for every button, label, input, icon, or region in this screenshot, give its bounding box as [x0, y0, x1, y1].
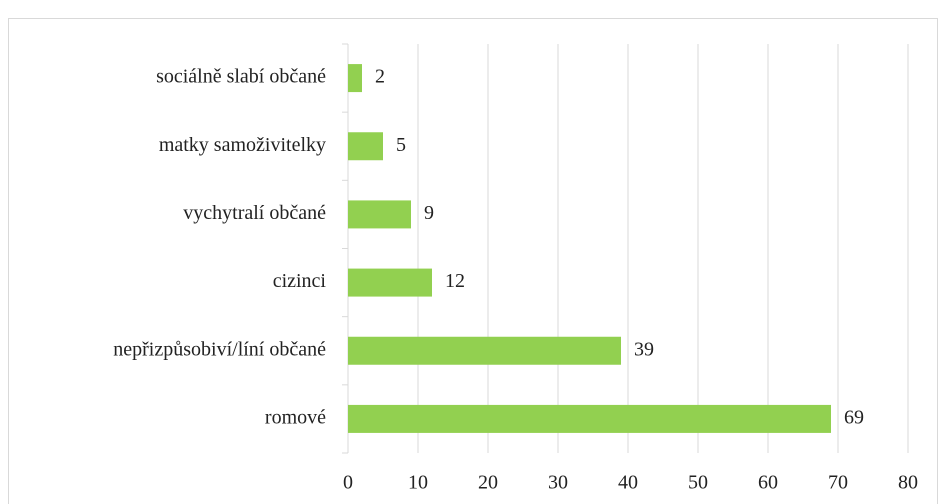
bar — [348, 64, 362, 93]
x-tick-label: 30 — [548, 472, 568, 494]
y-tick-label: nepřizpůsobiví/líní občané — [113, 338, 326, 360]
x-tick-label: 20 — [478, 472, 498, 494]
bar — [348, 404, 831, 433]
x-tick-label: 70 — [828, 472, 848, 494]
data-label: 2 — [375, 66, 385, 88]
x-tick-label: 40 — [618, 472, 638, 494]
y-tick-label: matky samoživitelky — [159, 134, 326, 156]
data-label: 9 — [424, 202, 434, 224]
bar — [348, 132, 383, 161]
y-tick-label: sociálně slabí občané — [156, 66, 326, 88]
data-label: 39 — [634, 338, 654, 360]
x-tick-label: 10 — [408, 472, 428, 494]
bar — [348, 268, 432, 297]
bar — [348, 336, 621, 365]
x-tick-label: 60 — [758, 472, 778, 494]
y-tick-label: vychytralí občané — [183, 202, 326, 224]
data-label: 5 — [396, 134, 406, 156]
x-tick-label: 50 — [688, 472, 708, 494]
x-tick-label: 0 — [343, 472, 353, 494]
data-label: 12 — [445, 270, 465, 292]
bar — [348, 200, 411, 229]
y-tick-label: romové — [265, 407, 326, 429]
x-tick-label: 80 — [898, 472, 918, 494]
y-tick-label: cizinci — [273, 270, 327, 292]
data-label: 69 — [844, 407, 864, 429]
